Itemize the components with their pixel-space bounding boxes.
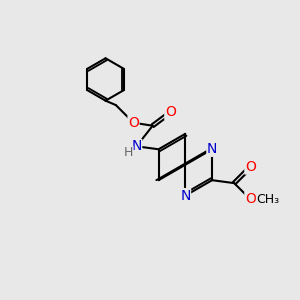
Text: O: O [165, 106, 176, 119]
Text: N: N [207, 142, 217, 156]
Text: CH₃: CH₃ [256, 193, 280, 206]
Text: O: O [245, 192, 256, 206]
Text: N: N [180, 189, 190, 202]
Text: N: N [131, 139, 142, 153]
Text: O: O [128, 116, 139, 130]
Text: H: H [124, 146, 133, 159]
Text: O: O [245, 160, 256, 174]
